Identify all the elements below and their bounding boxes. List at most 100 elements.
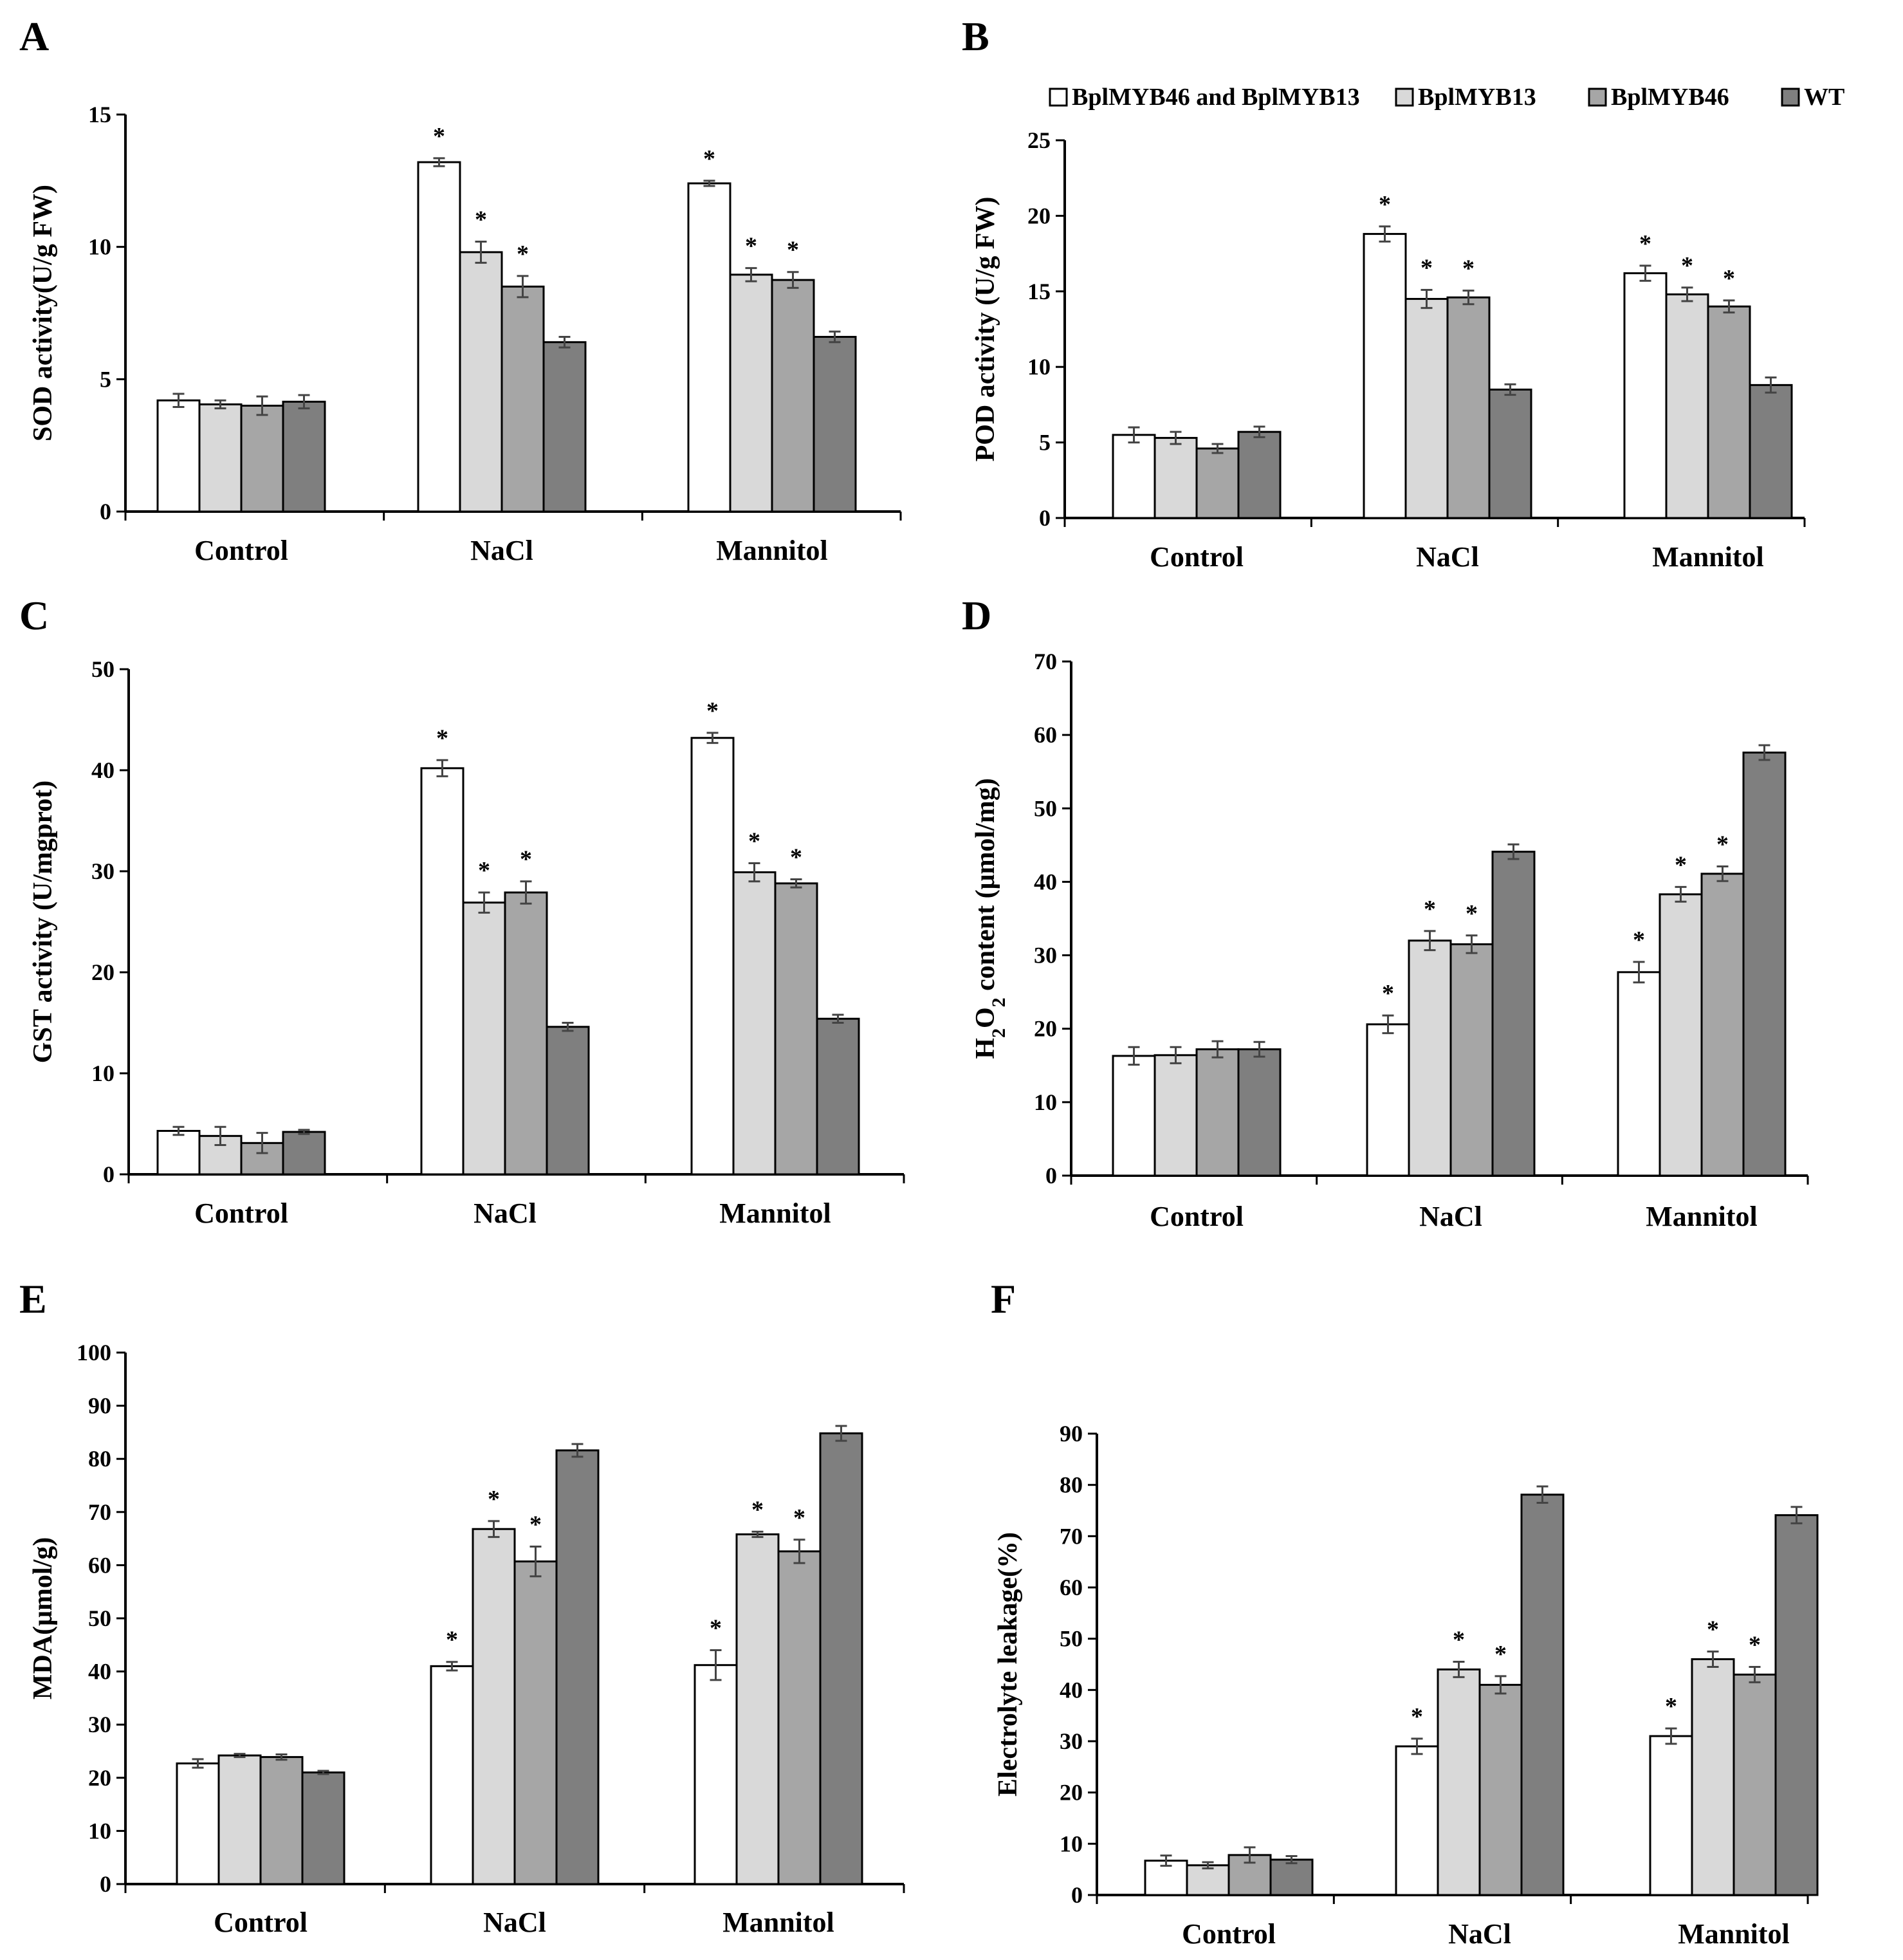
significance-star: * <box>1379 191 1391 218</box>
legend: BplMYB46 and BplMYB13 BplMYB13 BplMYB46 WT <box>1049 84 1844 111</box>
legend-swatch <box>1781 88 1800 107</box>
bar <box>694 1664 738 1885</box>
bar <box>420 767 464 1176</box>
significance-star: * <box>478 857 490 884</box>
bar <box>687 182 731 513</box>
bar <box>1649 1735 1693 1896</box>
panel-b: B POD activity (U/g FW) 0 5 10 15 20 25 Control N… <box>962 14 1806 573</box>
bar <box>1154 1054 1198 1177</box>
bar <box>1408 939 1452 1177</box>
y-tick-label: 10 <box>88 234 111 260</box>
significance-star: * <box>1675 851 1687 878</box>
significance-star: * <box>446 1627 458 1654</box>
bar <box>240 404 284 513</box>
significance-star: * <box>520 846 532 873</box>
bar <box>1195 447 1240 519</box>
bar <box>1269 1858 1314 1896</box>
significance-star: * <box>529 1511 542 1538</box>
x-tick-label: Mannitol <box>1646 1201 1758 1232</box>
x-tick-label: Mannitol <box>1652 541 1764 573</box>
y-tick-label: 40 <box>1034 869 1057 894</box>
panel-letter: E <box>19 1276 47 1322</box>
bar <box>1112 1055 1156 1177</box>
x-tick-label: Mannitol <box>716 535 828 566</box>
y-tick-label: 5 <box>100 366 111 392</box>
y-tick-label: 50 <box>1034 795 1057 821</box>
bar <box>1112 434 1156 519</box>
bar <box>542 341 587 513</box>
panel-letter: F <box>991 1276 1016 1322</box>
bar <box>1366 1023 1410 1177</box>
bar <box>504 891 548 1176</box>
bar <box>1195 1048 1240 1177</box>
significance-star: * <box>475 206 487 233</box>
bar <box>819 1432 863 1885</box>
y-tick-label: 10 <box>91 1060 115 1086</box>
y-tick-label: 10 <box>1034 1089 1057 1115</box>
y-axis-label: POD activity (U/g FW) <box>971 197 1000 462</box>
y-tick-label: 20 <box>91 959 115 985</box>
y-tick-label: 30 <box>88 1712 111 1737</box>
x-tick-label: Control <box>1150 1201 1244 1232</box>
y-tick-label: 90 <box>88 1393 111 1419</box>
significance-star: * <box>748 827 760 855</box>
significance-star: * <box>751 1496 764 1523</box>
significance-star: * <box>1749 1631 1761 1658</box>
x-tick-label: NaCl <box>1448 1918 1511 1950</box>
y-tick-label: 20 <box>1027 203 1051 228</box>
bar <box>430 1665 474 1885</box>
bar <box>1478 1683 1523 1896</box>
y-tick-label: 15 <box>88 102 111 127</box>
y-tick-label: 70 <box>1034 649 1057 674</box>
bar <box>1707 305 1751 519</box>
bar <box>1749 384 1793 519</box>
significance-star: * <box>433 123 445 150</box>
y-tick-label: 0 <box>1071 1882 1083 1908</box>
significance-star: * <box>1681 252 1693 279</box>
y-axis-label: MDA(μmol/g) <box>28 1537 58 1699</box>
y-tick-label: 40 <box>88 1659 111 1685</box>
bar <box>1665 293 1709 519</box>
bar <box>1437 1668 1481 1896</box>
bar <box>1520 1493 1565 1896</box>
bar <box>1237 430 1282 519</box>
panel-letter: A <box>19 14 49 59</box>
bar <box>459 251 503 513</box>
y-tick-label: 0 <box>103 1161 115 1187</box>
bar <box>1363 233 1407 519</box>
bar <box>156 1129 201 1176</box>
bar <box>729 273 773 513</box>
y-tick-label: 40 <box>1060 1677 1083 1703</box>
bar <box>1237 1048 1282 1177</box>
y-axis-label: SOD activity(U/g FW) <box>28 185 58 441</box>
x-tick-label: Mannitol <box>1678 1918 1790 1950</box>
y-tick-label: 20 <box>88 1765 111 1791</box>
legend-label: BplMYB46 and BplMYB13 <box>1072 84 1360 111</box>
legend-label: BplMYB46 <box>1611 84 1729 111</box>
bar <box>1449 943 1494 1177</box>
y-tick-label: 0 <box>1045 1163 1057 1188</box>
panel-letter: C <box>19 593 49 638</box>
bar <box>1491 851 1536 1177</box>
panel-f: F Electrolyte leakage(%) 0 10 20 30 40 50 60 70 80… <box>991 1276 1819 1950</box>
legend-label: BplMYB13 <box>1418 84 1536 111</box>
y-tick-label: 60 <box>1034 722 1057 748</box>
significance-star: * <box>790 844 802 871</box>
y-tick-label: 90 <box>1060 1421 1083 1447</box>
bar <box>417 161 461 513</box>
y-axis-label: GST activity (U/mgprot) <box>28 781 58 1063</box>
bar <box>513 1560 558 1885</box>
significance-star: * <box>793 1504 805 1531</box>
significance-star: * <box>1639 230 1651 257</box>
y-tick-label: 20 <box>1034 1016 1057 1042</box>
panel-c: C GST activity (U/mgprot) 0 10 20 30 40 50 Contr… <box>19 593 905 1229</box>
legend-swatch <box>1049 88 1068 107</box>
y-tick-label: 30 <box>91 858 115 884</box>
bar <box>1623 272 1668 519</box>
bar <box>1446 296 1491 519</box>
bar <box>777 1550 822 1885</box>
y-tick-label: 60 <box>88 1552 111 1578</box>
bar <box>774 882 818 1176</box>
bar <box>1186 1864 1230 1896</box>
significance-star: * <box>1424 896 1436 923</box>
